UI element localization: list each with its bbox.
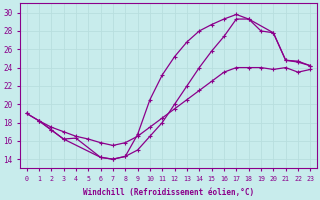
X-axis label: Windchill (Refroidissement éolien,°C): Windchill (Refroidissement éolien,°C) bbox=[83, 188, 254, 197]
